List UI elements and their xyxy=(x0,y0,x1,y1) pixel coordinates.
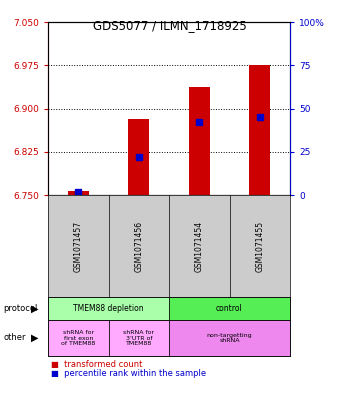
Bar xyxy=(189,87,210,195)
Bar xyxy=(128,119,149,195)
Text: GSM1071454: GSM1071454 xyxy=(195,220,204,272)
Text: GSM1071457: GSM1071457 xyxy=(74,220,83,272)
Text: ▶: ▶ xyxy=(31,303,38,314)
Text: GSM1071456: GSM1071456 xyxy=(134,220,143,272)
Text: shRNA for
3'UTR of
TMEM88: shRNA for 3'UTR of TMEM88 xyxy=(123,330,154,346)
Bar xyxy=(68,191,89,195)
Text: TMEM88 depletion: TMEM88 depletion xyxy=(73,304,144,313)
Bar xyxy=(48,320,108,356)
Bar xyxy=(169,320,290,356)
Text: protocol: protocol xyxy=(3,304,38,313)
Text: ■  transformed count: ■ transformed count xyxy=(51,360,143,369)
Text: shRNA for
first exon
of TMEM88: shRNA for first exon of TMEM88 xyxy=(61,330,96,346)
Text: non-targetting
shRNA: non-targetting shRNA xyxy=(207,332,252,343)
Text: control: control xyxy=(216,304,243,313)
Text: GDS5077 / ILMN_1718925: GDS5077 / ILMN_1718925 xyxy=(93,19,247,32)
Bar xyxy=(169,297,290,320)
Text: other: other xyxy=(3,334,26,343)
Text: GSM1071455: GSM1071455 xyxy=(255,220,264,272)
Bar xyxy=(108,320,169,356)
Text: ■  percentile rank within the sample: ■ percentile rank within the sample xyxy=(51,369,206,378)
Bar xyxy=(48,297,169,320)
Text: ▶: ▶ xyxy=(31,333,38,343)
Bar xyxy=(249,65,270,195)
